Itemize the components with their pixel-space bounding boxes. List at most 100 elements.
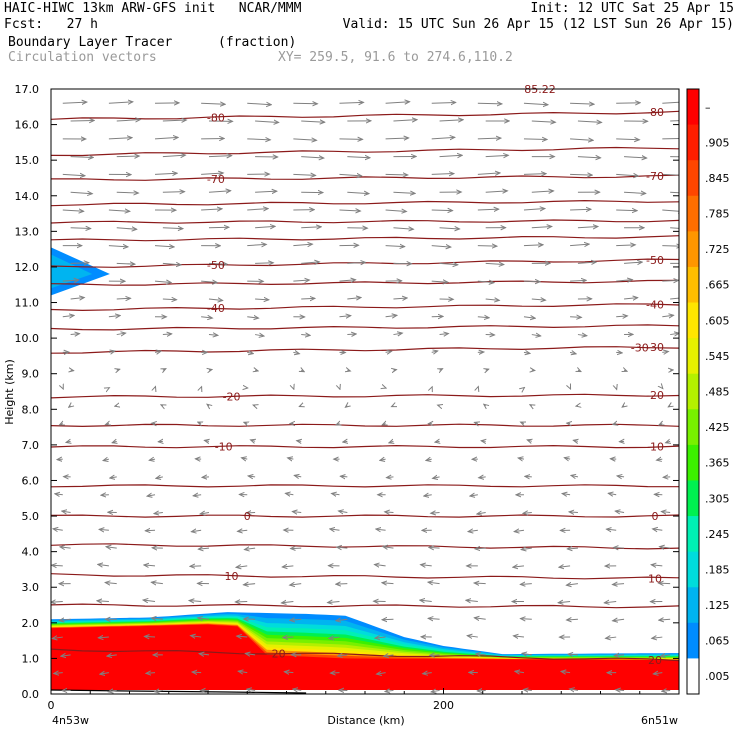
- wind-vector: [564, 458, 571, 459]
- wind-vector: [578, 370, 581, 371]
- wind-vector: [253, 405, 255, 406]
- wind-vector: [54, 673, 63, 674]
- wind-vector: [66, 441, 71, 442]
- wind-vector: [201, 173, 223, 174]
- colorbar-swatch: [687, 195, 699, 232]
- y-axis-label: Height (km): [3, 359, 16, 425]
- colorbar-swatch: [687, 622, 699, 659]
- wind-vector: [439, 155, 463, 156]
- wind-vector: [108, 690, 117, 691]
- wind-vector: [670, 120, 679, 122]
- wind-vector: [521, 548, 532, 549]
- wind-vector: [251, 440, 256, 441]
- wind-vector: [477, 281, 494, 282]
- wind-vector: [70, 263, 89, 264]
- wind-vector: [339, 280, 355, 281]
- wind-vector: [420, 600, 432, 601]
- colorbar-swatch: [687, 444, 699, 481]
- wind-vector: [301, 121, 325, 122]
- y-tick-label: 2.0: [22, 617, 40, 630]
- x-axis-label: Distance (km): [327, 714, 404, 727]
- elevated-tracer-plume-inner: [51, 254, 93, 289]
- circulation-vectors: [51, 102, 679, 692]
- wind-vector: [393, 333, 402, 334]
- wind-vector: [201, 103, 225, 104]
- wind-vector: [103, 459, 110, 460]
- wind-vector: [293, 174, 315, 175]
- wind-vector: [385, 512, 394, 513]
- wind-vector: [431, 174, 454, 175]
- wind-vector: [652, 637, 663, 638]
- wind-vector: [385, 138, 409, 139]
- wind-vector: [559, 566, 571, 567]
- wind-vector: [336, 424, 339, 425]
- colorbar-label: .785: [705, 208, 730, 221]
- isotherm-line: [51, 235, 679, 242]
- wind-vector: [384, 655, 394, 656]
- wind-vector: [247, 139, 270, 140]
- wind-vector: [293, 139, 316, 140]
- tracer-core: [51, 624, 679, 694]
- wind-vector: [431, 246, 451, 247]
- wind-vector: [662, 351, 668, 352]
- wind-vector: [154, 690, 163, 691]
- wind-vector: [531, 191, 554, 192]
- contour-label: -80: [646, 106, 664, 119]
- wind-vector: [431, 102, 456, 103]
- wind-vector: [531, 121, 556, 122]
- wind-vector: [659, 619, 671, 620]
- wind-vector: [338, 655, 348, 656]
- wind-vector: [207, 404, 209, 405]
- wind-vector: [670, 191, 679, 194]
- wind-vector: [561, 671, 571, 672]
- wind-vector: [294, 475, 302, 476]
- colorbar-swatch: [687, 551, 699, 588]
- contour-label: -50: [646, 254, 664, 267]
- x-axis: 0 200: [48, 688, 641, 712]
- wind-vector: [247, 209, 268, 210]
- wind-vector: [201, 281, 217, 282]
- y-tick-label: 15.0: [15, 154, 40, 167]
- wind-vector: [657, 459, 663, 460]
- wind-vector: [662, 173, 679, 176]
- wind-vector: [106, 424, 109, 425]
- wind-vector: [161, 405, 163, 406]
- wind-vector: [52, 637, 63, 638]
- wind-vector: [481, 441, 486, 442]
- wind-vector: [660, 655, 671, 656]
- wind-vector: [70, 192, 93, 193]
- wind-vector: [523, 174, 546, 175]
- wind-vector: [343, 441, 348, 442]
- wind-vector: [570, 689, 579, 690]
- contour-label: -10: [215, 441, 233, 454]
- wind-vector: [255, 226, 275, 227]
- wind-vector: [662, 315, 673, 316]
- wind-vector: [339, 511, 348, 512]
- y-tick-label: 16.0: [15, 119, 40, 132]
- wind-vector: [670, 227, 679, 229]
- wind-vector: [97, 601, 109, 602]
- wind-vector: [255, 121, 279, 122]
- wind-vector: [146, 673, 156, 674]
- wind-vector: [208, 263, 227, 264]
- wind-vector: [485, 299, 500, 300]
- contour-label: -20: [646, 389, 664, 402]
- colorbar-label: .605: [705, 314, 730, 327]
- wind-vector: [201, 209, 222, 210]
- wind-vector: [70, 228, 91, 229]
- wind-vector: [189, 601, 202, 602]
- colorbar-swatch: [687, 338, 699, 375]
- colorbar-label: .725: [705, 243, 730, 256]
- wind-vector: [616, 690, 625, 691]
- wind-vector: [339, 210, 360, 211]
- y-tick-label: 8.0: [22, 403, 40, 416]
- wind-vector: [162, 228, 183, 229]
- wind-vector: [154, 173, 177, 174]
- wind-vector: [339, 139, 362, 140]
- wind-vector: [428, 618, 440, 619]
- colorbar-swatch: [687, 480, 699, 517]
- wind-vector: [293, 244, 312, 245]
- colorbar-label: .545: [705, 350, 730, 363]
- wind-vector: [624, 370, 627, 371]
- contour-label: -20: [223, 390, 241, 403]
